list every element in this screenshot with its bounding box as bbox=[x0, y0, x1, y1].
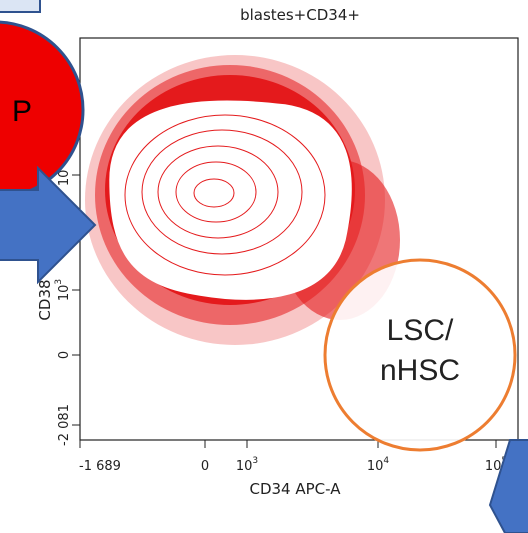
y-tick-label-base: 10 bbox=[57, 170, 72, 187]
x-tick-label-base: 10 bbox=[485, 459, 502, 474]
y-tick-label-exp: 3 bbox=[54, 279, 64, 285]
left-arrow bbox=[0, 165, 97, 285]
x-tick-label-base: -1 689 bbox=[79, 459, 121, 474]
y-tick-label-base: 10 bbox=[57, 285, 72, 302]
x-tick-label: 103 bbox=[236, 456, 258, 474]
bottom-arrow bbox=[488, 439, 528, 533]
axis-ticks bbox=[72, 174, 497, 448]
x-tick-label: -1 689 bbox=[79, 459, 121, 474]
x-tick-label-exp: 4 bbox=[383, 456, 389, 466]
y-tick-label-base: 0 bbox=[57, 351, 72, 359]
red-circle bbox=[0, 20, 85, 200]
x-tick-label-exp: 3 bbox=[252, 456, 258, 466]
x-tick-label-base: 10 bbox=[367, 459, 384, 474]
contours-inner bbox=[124, 114, 326, 276]
plot-title: blastes+CD34+ bbox=[240, 6, 360, 24]
y-tick-label: 103 bbox=[54, 279, 72, 301]
left-circle-label: P bbox=[12, 95, 32, 128]
y-tick-label: 0 bbox=[57, 351, 72, 359]
y-tick-label: -2 081 bbox=[57, 404, 72, 446]
x-tick-label-base: 10 bbox=[236, 459, 253, 474]
x-axis-label: CD34 APC-A bbox=[249, 480, 341, 498]
right-circle-line-2: nHSC bbox=[380, 354, 460, 387]
x-tick-label-base: 0 bbox=[201, 459, 209, 474]
y-axis-label: CD38 bbox=[36, 279, 54, 320]
x-tick-label: 0 bbox=[201, 459, 209, 474]
orange-circle bbox=[323, 258, 517, 452]
x-tick-label: 104 bbox=[367, 456, 390, 474]
right-circle-line-1: LSC/ bbox=[387, 314, 454, 347]
y-tick-label-base: -2 081 bbox=[57, 404, 72, 446]
contours bbox=[109, 100, 352, 300]
top-box bbox=[0, 0, 41, 13]
